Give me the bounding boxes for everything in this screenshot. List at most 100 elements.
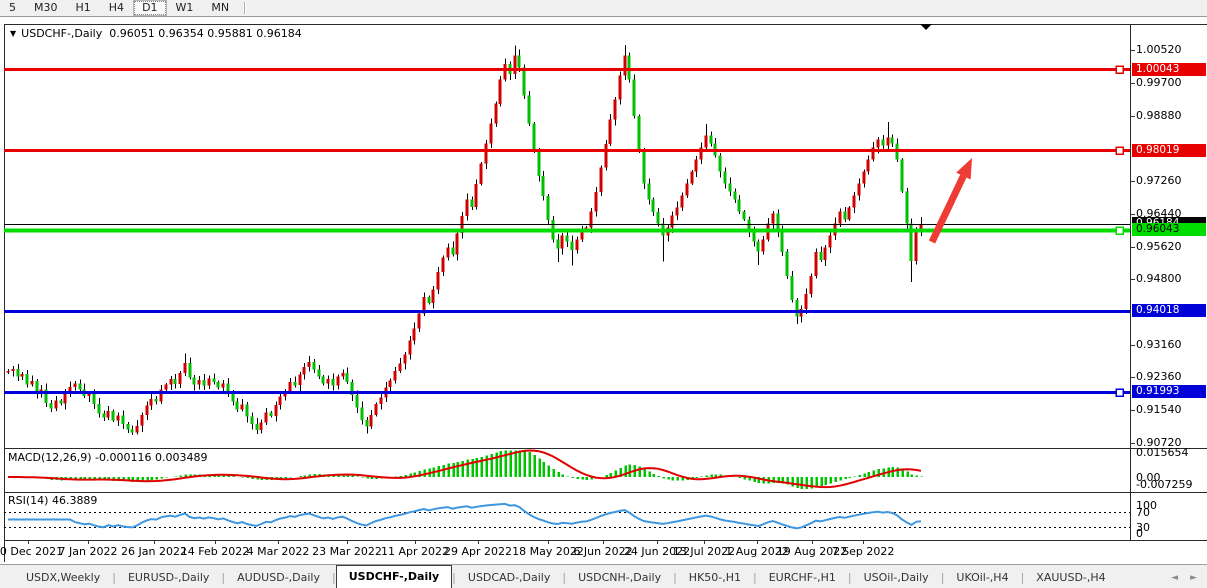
price-axis-tick-label: 0.99700: [1136, 76, 1182, 89]
candle-body: [694, 159, 698, 172]
price-axis-tick-label: 0.96440: [1136, 207, 1182, 220]
rsi-panel-top-border: [4, 492, 1207, 493]
hline-handle[interactable]: [1115, 146, 1124, 155]
candle-body: [575, 239, 579, 251]
candle-body: [527, 95, 531, 124]
price-axis-divider: [1130, 24, 1131, 540]
chart-tab-eurchf-h1[interactable]: EURCHF-,H1: [768, 571, 836, 584]
timeframe-button-5[interactable]: 5: [9, 1, 16, 14]
chart-ohlc-values: 0.96051 0.96354 0.95881 0.96184: [109, 27, 302, 40]
candle-body: [470, 199, 474, 207]
candle-body: [25, 374, 29, 385]
candle-body: [78, 383, 82, 390]
candle-body: [862, 171, 866, 184]
timeframe-button-m30[interactable]: M30: [34, 1, 58, 14]
candle-body: [723, 171, 727, 184]
candle-body: [776, 213, 780, 232]
candle-body: [427, 297, 431, 303]
candle-body: [632, 79, 636, 117]
date-axis-label: 29 Apr 2022: [443, 545, 513, 558]
timeframe-button-mn[interactable]: MN: [211, 1, 230, 14]
chart-tab-usdx-weekly[interactable]: USDX,Weekly: [26, 571, 101, 584]
arrow-annotation-head[interactable]: [956, 158, 972, 180]
chart-window-top-border: [4, 24, 1207, 25]
tab-separator: |: [1020, 571, 1025, 584]
chart-tab-usdchf-daily[interactable]: USDCHF-,Daily: [335, 565, 453, 588]
date-axis-label: 23 Mar 2022: [312, 545, 382, 558]
candle-body: [298, 374, 302, 386]
candle-body: [804, 293, 808, 309]
candle-body: [838, 211, 842, 224]
candle-body: [479, 163, 483, 184]
candle-body: [331, 378, 335, 386]
date-axis-tick: [215, 540, 216, 544]
candle-body: [54, 400, 58, 409]
chart-canvas[interactable]: [0, 0, 1207, 562]
candle-body: [250, 416, 254, 425]
candle-body: [417, 313, 421, 329]
candle-body: [302, 367, 306, 375]
candle-body: [412, 328, 416, 341]
candle-body: [92, 393, 96, 405]
candle-body: [589, 211, 593, 228]
price-axis-tick: [1130, 83, 1135, 84]
chart-tab-usdcad-daily[interactable]: USDCAD-,Daily: [467, 571, 551, 584]
date-axis-label: 18 May 2022: [512, 545, 584, 558]
candle-body: [647, 183, 651, 200]
candle-body: [474, 183, 478, 207]
date-axis-label: 14 Feb 2022: [180, 545, 250, 558]
candle-body: [747, 219, 751, 232]
chart-tab-xauusd-h4[interactable]: XAUUSD-,H4: [1036, 571, 1106, 584]
candle-body: [623, 55, 627, 76]
arrow-annotation-shaft[interactable]: [928, 174, 967, 244]
candle-body: [288, 382, 292, 392]
candle-body: [656, 212, 660, 224]
hline-handle[interactable]: [1115, 226, 1124, 235]
candle-body: [393, 370, 397, 381]
candle-body: [307, 362, 311, 368]
date-axis-label: 4 Mar 2022: [246, 545, 310, 558]
chart-tab-ukoil-h4[interactable]: UKOil-,H4: [956, 571, 1009, 584]
date-axis-tick: [88, 540, 89, 544]
date-axis-label: 1 Aug 2022: [725, 545, 789, 558]
candle-body: [231, 392, 235, 402]
candle-body: [374, 404, 378, 415]
candle-body: [408, 340, 412, 355]
price-axis-tick: [1130, 247, 1135, 248]
chart-tab-hk50-h1[interactable]: HK50-,H1: [688, 571, 742, 584]
timeframe-button-w1[interactable]: W1: [175, 1, 194, 14]
tab-separator: |: [673, 571, 677, 584]
candle-body: [594, 192, 598, 212]
candle-body: [240, 404, 244, 410]
candle-body: [680, 195, 684, 208]
chart-tab-usoil-daily[interactable]: USOil-,Daily: [863, 571, 929, 584]
chart-tab-usdcnh-daily[interactable]: USDCNH-,Daily: [578, 571, 662, 584]
candle-body: [403, 354, 407, 364]
candle-body: [207, 378, 211, 386]
candle-body: [522, 67, 526, 96]
candle-body: [886, 137, 890, 146]
candle-body: [517, 55, 521, 68]
timeframe-button-h1[interactable]: H1: [75, 1, 91, 14]
chart-shift-marker-icon[interactable]: [920, 24, 932, 30]
macd-axis-label: -0.007259: [1136, 478, 1193, 491]
chart-tab-audusd-daily[interactable]: AUDUSD-,Daily: [237, 571, 320, 584]
date-axis-label: 26 Jan 2022: [121, 545, 187, 558]
tab-scroll-right-icon[interactable]: ►: [1190, 573, 1197, 583]
timeframe-button-d1[interactable]: D1: [133, 0, 167, 16]
tab-scroll-left-icon[interactable]: ◄: [1171, 573, 1179, 583]
hline-handle[interactable]: [1115, 65, 1124, 74]
candle-body: [866, 159, 870, 172]
date-axis-label: 24 Jun 2022: [623, 545, 691, 558]
candle-body: [642, 151, 646, 184]
candle-body: [326, 378, 330, 384]
symbol-dropdown-icon[interactable]: ▼: [10, 29, 17, 38]
hline-handle[interactable]: [1115, 388, 1124, 397]
candle-body: [532, 123, 536, 152]
timeframe-button-h4[interactable]: H4: [108, 1, 125, 14]
timeframe-toolbar: 5 M30 H1 H4 D1 W1 MN: [0, 0, 1207, 17]
candle-body: [87, 393, 91, 397]
candle-body: [212, 378, 216, 382]
chart-tab-eurusd-daily[interactable]: EURUSD-,Daily: [127, 571, 210, 584]
